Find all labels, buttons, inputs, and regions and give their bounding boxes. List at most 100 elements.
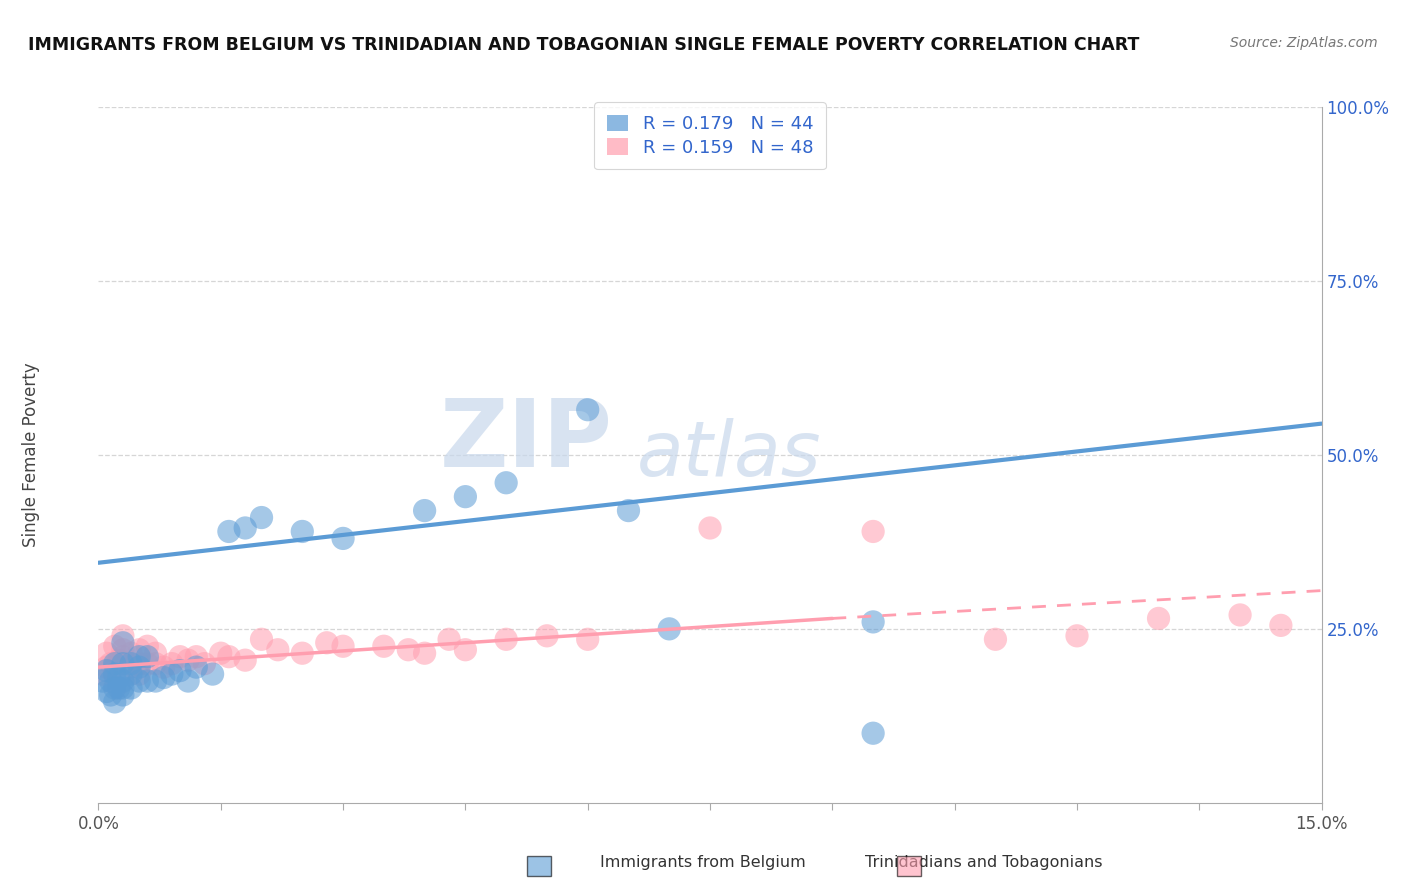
Point <box>120 667 142 681</box>
Point <box>104 639 127 653</box>
Point <box>111 681 134 695</box>
Point <box>250 510 273 524</box>
Point <box>186 649 208 664</box>
Point <box>373 639 395 653</box>
Point <box>193 657 215 671</box>
Point <box>120 657 142 671</box>
Point <box>100 674 122 689</box>
Point <box>111 657 134 671</box>
Point <box>177 674 200 689</box>
Point <box>437 632 460 647</box>
Point <box>152 671 174 685</box>
Point <box>128 674 150 689</box>
Point <box>617 503 640 517</box>
Point <box>233 653 256 667</box>
Text: Immigrants from Belgium: Immigrants from Belgium <box>600 855 806 870</box>
Point <box>495 475 517 490</box>
Point <box>160 657 183 671</box>
Point <box>128 657 150 671</box>
Point <box>111 636 134 650</box>
Point <box>396 642 419 657</box>
Point <box>413 646 436 660</box>
Point <box>104 681 127 695</box>
Point <box>96 684 118 698</box>
Point <box>454 490 477 504</box>
Point <box>128 642 150 657</box>
Point <box>91 667 114 681</box>
Point <box>984 632 1007 647</box>
Point <box>699 521 721 535</box>
Point <box>120 681 142 695</box>
Point <box>315 636 337 650</box>
Point <box>1066 629 1088 643</box>
Point <box>104 695 127 709</box>
Point <box>104 667 127 681</box>
Text: Trinidadians and Tobagonians: Trinidadians and Tobagonians <box>866 855 1102 870</box>
Point <box>201 667 224 681</box>
Point <box>100 657 122 671</box>
Point <box>136 674 159 689</box>
Point <box>658 622 681 636</box>
Point <box>862 726 884 740</box>
Point <box>332 532 354 546</box>
Point <box>495 632 517 647</box>
Text: IMMIGRANTS FROM BELGIUM VS TRINIDADIAN AND TOBAGONIAN SINGLE FEMALE POVERTY CORR: IMMIGRANTS FROM BELGIUM VS TRINIDADIAN A… <box>28 36 1139 54</box>
Point <box>128 667 150 681</box>
Text: ZIP: ZIP <box>439 395 612 487</box>
Text: Source: ZipAtlas.com: Source: ZipAtlas.com <box>1230 36 1378 50</box>
Point <box>145 657 167 671</box>
Point <box>104 657 127 671</box>
Point <box>108 671 131 685</box>
Point <box>291 524 314 539</box>
Point <box>111 649 134 664</box>
Point <box>100 688 122 702</box>
Point <box>862 524 884 539</box>
Point <box>111 629 134 643</box>
Point <box>291 646 314 660</box>
Point <box>111 688 134 702</box>
Point <box>108 681 131 695</box>
Point <box>96 660 118 674</box>
Point <box>209 646 232 660</box>
Point <box>1270 618 1292 632</box>
Point <box>145 646 167 660</box>
Point <box>267 642 290 657</box>
Point <box>145 674 167 689</box>
Text: Single Female Poverty: Single Female Poverty <box>22 363 41 547</box>
Point <box>169 649 191 664</box>
Point <box>536 629 558 643</box>
Point <box>218 524 240 539</box>
Point <box>413 503 436 517</box>
Point <box>160 667 183 681</box>
Text: atlas: atlas <box>637 418 821 491</box>
Point <box>250 632 273 647</box>
Point <box>1147 611 1170 625</box>
Point <box>1229 607 1251 622</box>
Point <box>111 674 134 689</box>
Point <box>152 660 174 674</box>
Point <box>91 674 114 689</box>
Point <box>218 649 240 664</box>
Point <box>136 657 159 671</box>
Point <box>576 402 599 417</box>
Point <box>96 664 118 678</box>
Point <box>111 642 134 657</box>
Point <box>108 653 131 667</box>
Point <box>177 653 200 667</box>
Point <box>136 649 159 664</box>
Point <box>96 646 118 660</box>
Point <box>136 639 159 653</box>
Point <box>128 660 150 674</box>
Point <box>120 646 142 660</box>
Point <box>169 664 191 678</box>
Point <box>862 615 884 629</box>
Point <box>104 660 127 674</box>
Point <box>186 660 208 674</box>
Point <box>454 642 477 657</box>
Point <box>233 521 256 535</box>
Legend: R = 0.179   N = 44, R = 0.159   N = 48: R = 0.179 N = 44, R = 0.159 N = 48 <box>593 103 827 169</box>
Point <box>576 632 599 647</box>
Point <box>128 649 150 664</box>
Point <box>120 660 142 674</box>
Point <box>332 639 354 653</box>
